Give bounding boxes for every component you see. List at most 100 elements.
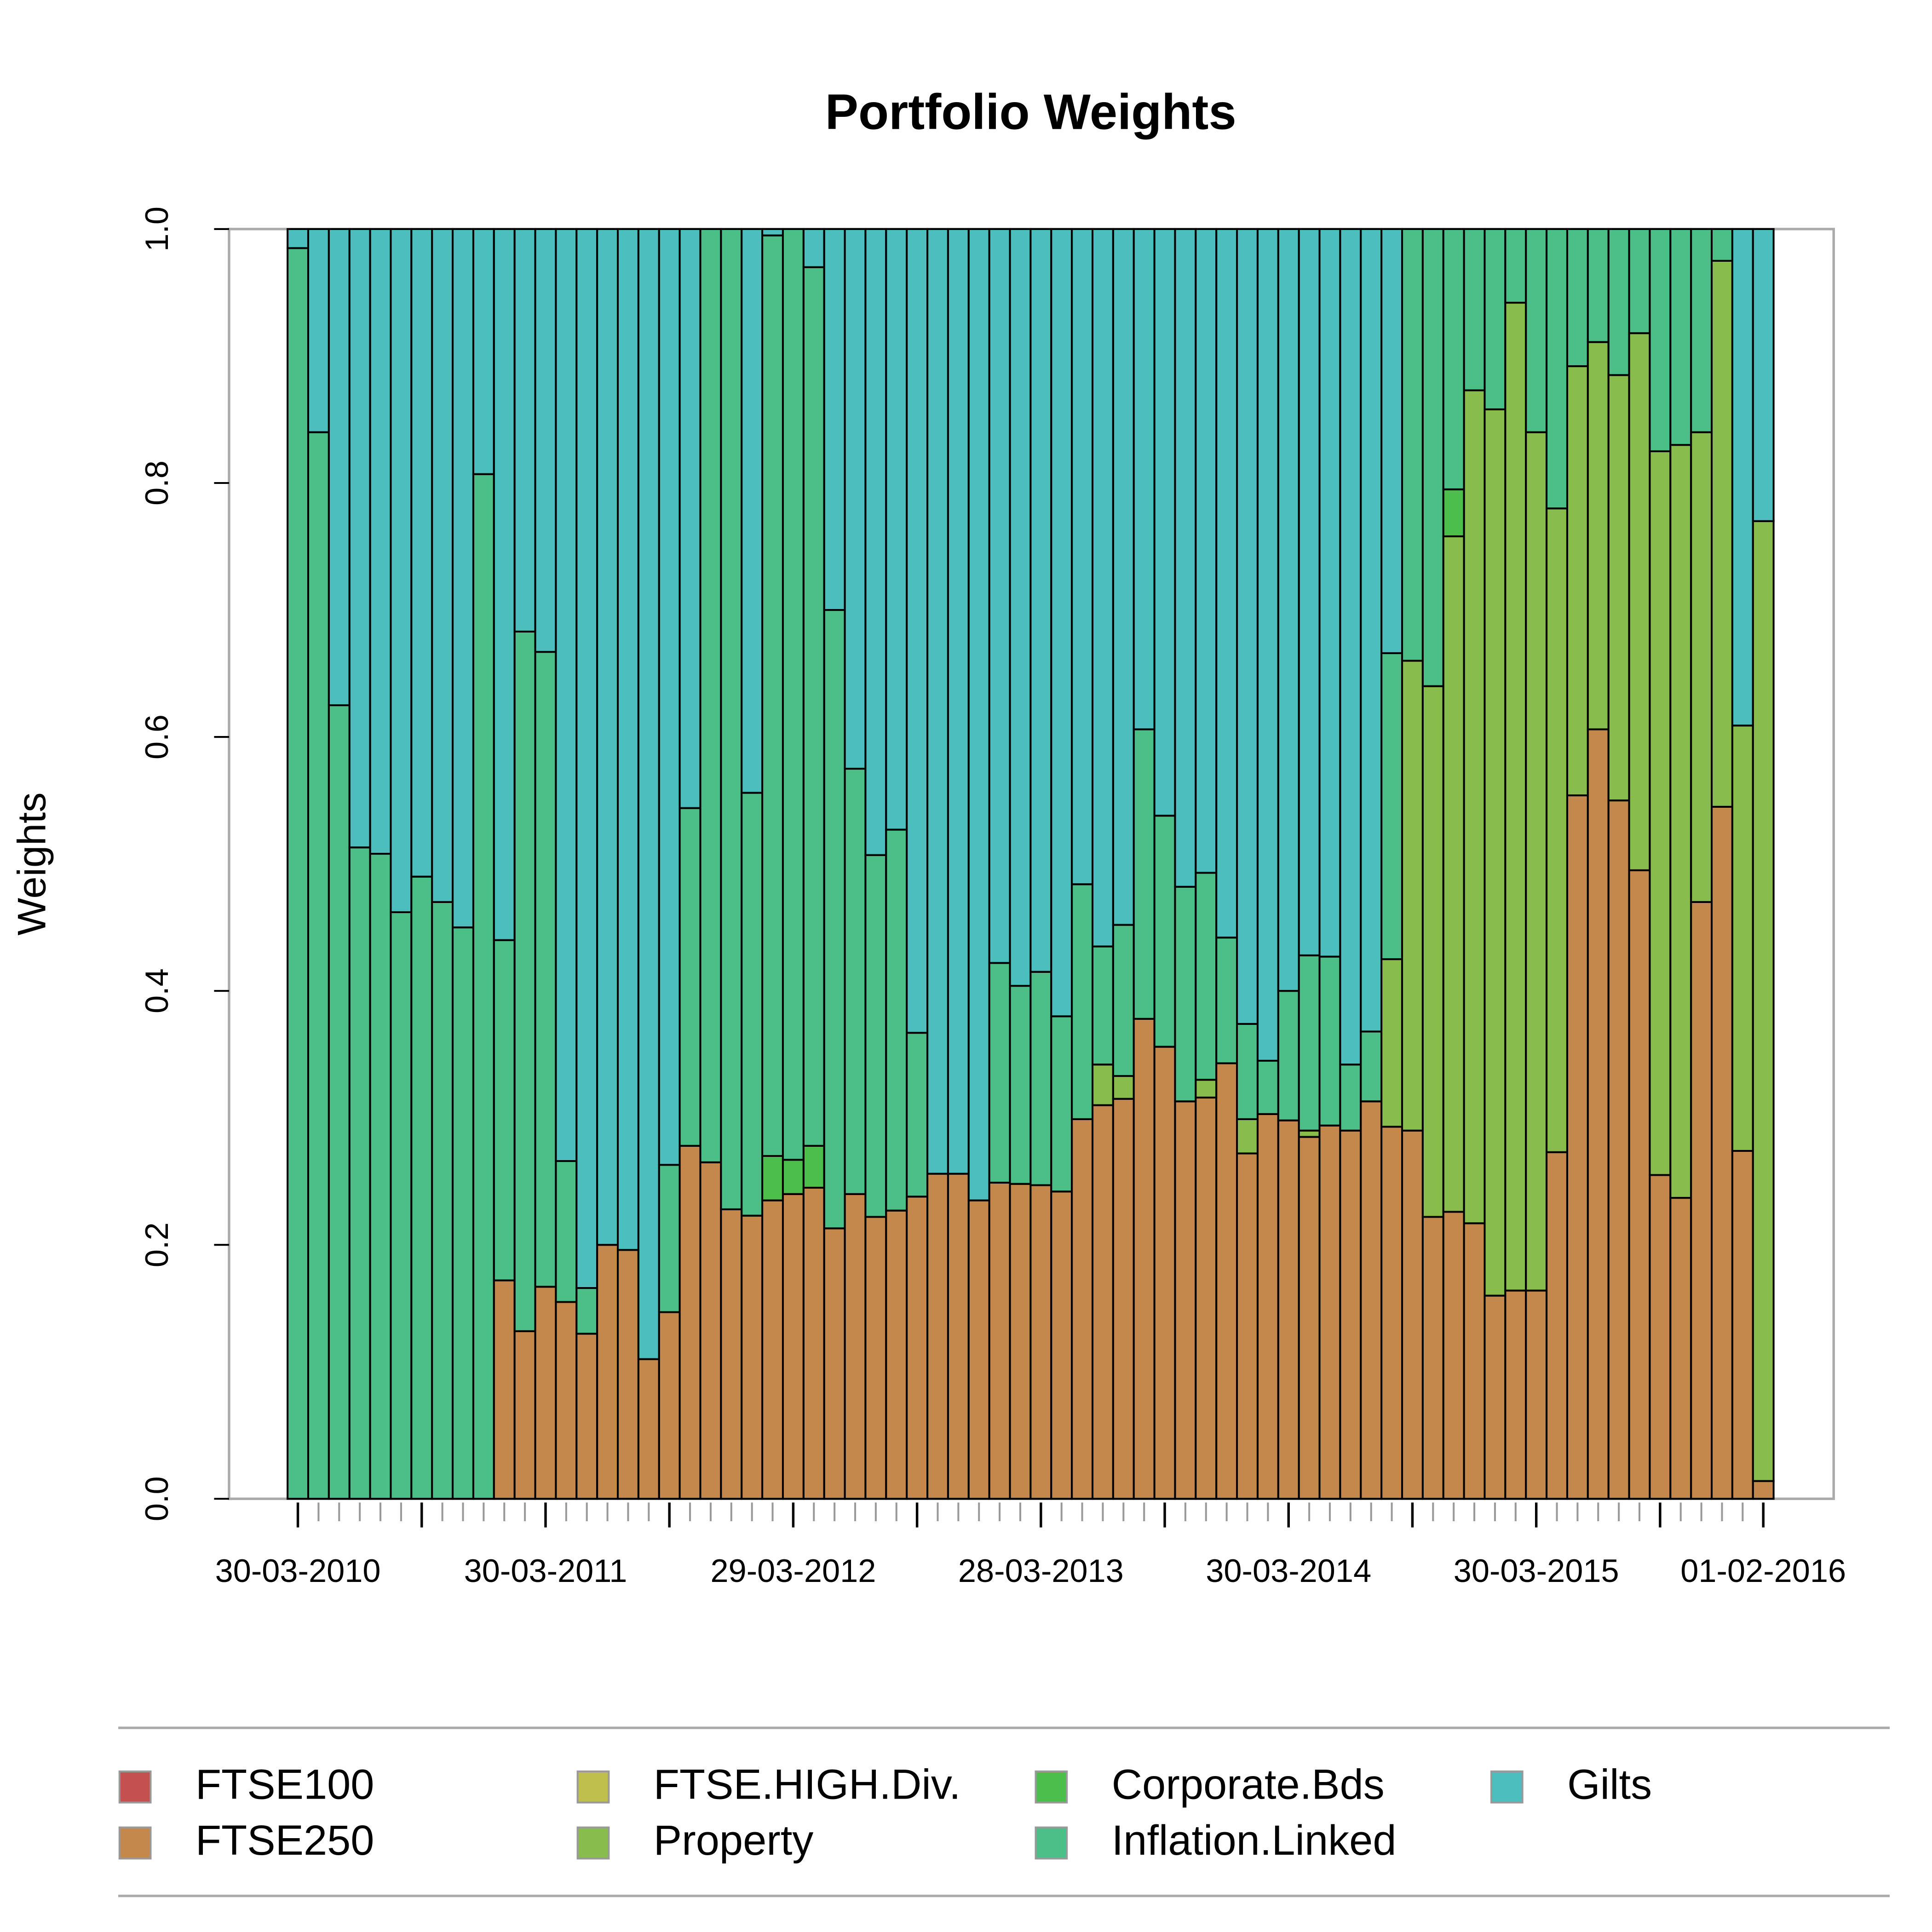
bar-segment [761, 1199, 784, 1500]
bar-segment [1133, 1018, 1156, 1500]
bar-segment [1133, 228, 1156, 730]
x-tick-label: 30-03-2011 [464, 1552, 627, 1589]
bar-segment [1546, 228, 1569, 510]
bar-segment [1649, 450, 1672, 1176]
bar-segment [1318, 1124, 1341, 1500]
bar-segment [493, 228, 516, 941]
x-tick-label: 30-03-2010 [215, 1552, 381, 1589]
y-axis-label: Weights [10, 792, 54, 935]
bar-segment [926, 228, 949, 1175]
bar-segment [1298, 1136, 1321, 1500]
bar-segment [1649, 228, 1672, 453]
bar-segment [802, 1186, 825, 1500]
bar-segment [616, 228, 639, 1251]
bar-segment [328, 228, 351, 707]
bar-segment [761, 234, 784, 1157]
x-tick-label: 29-03-2012 [710, 1552, 876, 1589]
bar-segment [1029, 971, 1052, 1186]
bar-segment [1360, 1030, 1383, 1103]
bar-segment [1195, 228, 1218, 874]
bar-segment [1566, 794, 1589, 1500]
bar-segment [1339, 228, 1362, 1066]
bar-segment [844, 1193, 867, 1500]
bar-segment [1587, 228, 1610, 343]
bar-segment [348, 228, 371, 849]
bar-segment [1029, 228, 1052, 973]
bar-segment [472, 473, 495, 1500]
bar-segment [658, 228, 681, 1166]
bar-segment [637, 1358, 660, 1500]
y-tick-label: 0.2 [138, 1222, 175, 1267]
bar-segment [1546, 1151, 1569, 1500]
bar-segment [947, 228, 970, 1175]
bar-segment [1009, 1183, 1032, 1500]
bar-segment [1195, 1096, 1218, 1500]
legend-swatch [576, 1770, 610, 1804]
bar-segment [1421, 228, 1444, 687]
bar-segment [658, 1311, 681, 1500]
legend-label: Gilts [1567, 1761, 1652, 1808]
bar-segment [1029, 1184, 1052, 1500]
bar-segment [823, 228, 846, 611]
bar-segment [1071, 228, 1094, 886]
x-tick-label: 28-03-2013 [958, 1552, 1124, 1589]
bar-segment [328, 704, 351, 1500]
bar-segment [1339, 1129, 1362, 1500]
bar-segment [864, 228, 887, 856]
bar-segment [1442, 535, 1465, 1213]
bar-segment [1380, 958, 1403, 1128]
bar-segment [1318, 955, 1341, 1127]
bar-segment [1711, 259, 1733, 808]
bar-segment [1277, 228, 1300, 992]
bar-segment [575, 1333, 598, 1500]
bar-segment [1711, 228, 1733, 262]
bar-segment [1256, 1059, 1279, 1115]
bar-segment [1380, 228, 1403, 654]
bar-segment [410, 875, 433, 1500]
bar-segment [1195, 872, 1218, 1081]
bar-segment [1587, 728, 1610, 1500]
bar-segment [1360, 1100, 1383, 1500]
bar-segment [1504, 1289, 1527, 1500]
bar-segment [596, 1244, 619, 1500]
bar-segment [885, 828, 908, 1212]
bar-segment [906, 1196, 929, 1500]
y-tick-label: 0.6 [138, 714, 175, 759]
bar-segment [1112, 924, 1135, 1077]
bar-segment [720, 1208, 743, 1500]
bar-segment [1525, 1289, 1548, 1500]
bar-segment [1009, 228, 1032, 987]
bar-segment [1525, 228, 1548, 433]
bar-segment [823, 609, 846, 1230]
bar-segment [1649, 1174, 1672, 1500]
legend-label: FTSE100 [196, 1761, 374, 1808]
bar-segment [452, 926, 474, 1500]
bar-segment [658, 1164, 681, 1313]
legend-swatch [1035, 1826, 1068, 1860]
bar-segment [1153, 228, 1176, 817]
bar-segment [1401, 1129, 1424, 1500]
bar-segment [1669, 444, 1692, 1199]
bar-segment [1236, 228, 1259, 1025]
bar-segment [1566, 365, 1589, 797]
bar-segment [967, 228, 990, 1202]
bar-segment [885, 1209, 908, 1500]
bar-segment [1628, 228, 1651, 334]
bar-segment [1752, 228, 1775, 522]
legend-swatch [1035, 1770, 1068, 1804]
bar-segment [1442, 488, 1465, 537]
bar-segment [616, 1249, 639, 1500]
bar-segment [390, 228, 413, 914]
bar-segment [1339, 1064, 1362, 1132]
bar-segment [1091, 1064, 1114, 1106]
bar-segment [1546, 507, 1569, 1153]
bar-segment [1484, 408, 1506, 1297]
bar-segment [864, 1216, 887, 1500]
bar-segment [1071, 883, 1094, 1120]
x-tick-label: 01-02-2016 [1680, 1552, 1846, 1589]
bar-segment [575, 1287, 598, 1335]
bar-segment [1174, 1100, 1197, 1500]
bar-segment [431, 901, 454, 1500]
bar-segment [575, 228, 598, 1289]
